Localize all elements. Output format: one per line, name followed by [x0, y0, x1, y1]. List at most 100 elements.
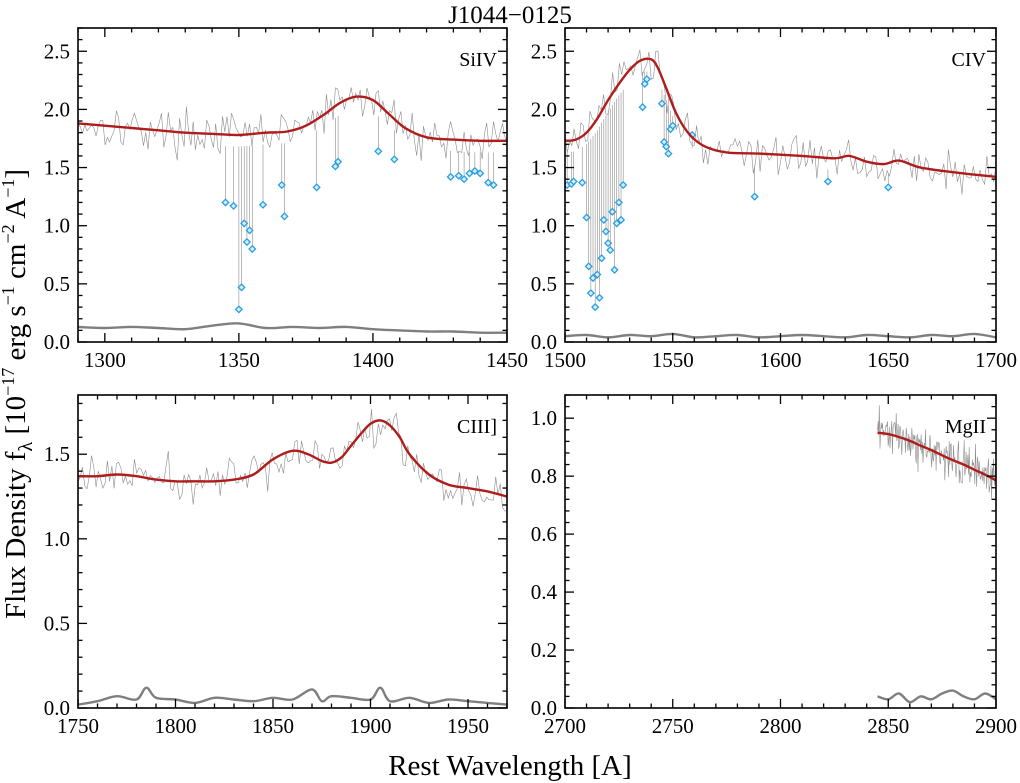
- plot-area: [565, 49, 996, 339]
- x-tick-label: 1950: [447, 714, 489, 738]
- y-tick-label: 1.5: [44, 442, 70, 466]
- panel-line-label: CIII]: [457, 416, 497, 438]
- x-tick-label: 2700: [544, 714, 586, 738]
- masked-point: [390, 155, 399, 164]
- x-tick-label: 2900: [975, 714, 1017, 738]
- masked-point: [619, 180, 628, 190]
- masked-point: [240, 219, 249, 228]
- masked-point: [459, 175, 469, 184]
- figure-title: J1044−0125: [448, 2, 572, 29]
- error-spectrum-line: [877, 689, 996, 704]
- y-tick-label: 1.0: [531, 406, 557, 430]
- masked-point: [312, 183, 321, 192]
- y-tick-label: 0.2: [531, 638, 557, 662]
- y-axis-label: Flux Density fλ [10−17 erg s−1 cm−2 A−1]: [0, 169, 37, 619]
- model-fit-line: [78, 95, 507, 143]
- model-fit-line: [565, 57, 996, 179]
- y-label-bracket: [10: [0, 396, 32, 442]
- x-tick-label: 2750: [652, 714, 694, 738]
- y-label-exp4: −1: [0, 179, 18, 198]
- masked-point: [578, 178, 587, 187]
- masked-point: [280, 212, 289, 221]
- raw-spectrum-line: [78, 408, 507, 512]
- plot-frame: [77, 27, 508, 343]
- y-tick-label: 2.5: [44, 39, 70, 63]
- masked-point: [586, 289, 595, 298]
- plot-area: [78, 87, 507, 334]
- masked-point: [476, 169, 485, 178]
- masked-point: [258, 200, 268, 209]
- x-tick-label: 1500: [544, 348, 586, 372]
- plot-area: [877, 405, 996, 704]
- y-tick-label: 0.0: [44, 696, 70, 720]
- y-label-exp3: −2: [0, 224, 18, 243]
- x-tick-label: 2850: [867, 714, 909, 738]
- y-tick-label: 0.0: [44, 330, 70, 354]
- y-tick-label: 0.0: [531, 696, 557, 720]
- y-tick-label: 1.5: [44, 156, 70, 180]
- masked-point: [664, 149, 673, 158]
- masked-point: [484, 178, 493, 187]
- y-tick-label: 2.0: [44, 97, 70, 121]
- masked-point: [642, 75, 652, 84]
- y-label-exp1: −17: [0, 368, 18, 396]
- masked-point: [606, 246, 615, 255]
- raw-spectrum-line: [565, 49, 996, 195]
- error-spectrum-line: [78, 322, 507, 334]
- x-tick-label: 1300: [84, 348, 126, 372]
- y-tick-label: 0.8: [531, 464, 557, 488]
- model-fit-line: [877, 431, 996, 482]
- masked-point: [610, 265, 619, 275]
- masked-point: [234, 305, 243, 314]
- y-tick-label: 0.6: [531, 522, 557, 546]
- y-tick-label: 0.4: [531, 580, 558, 604]
- panel-ciii: 1750 1800 1850 1900 1950 0.0 0.5 1.0 1.5 CIII]: [44, 394, 508, 738]
- masked-point: [277, 180, 286, 190]
- y-label-main: Flux Density f: [0, 451, 32, 619]
- y-tick-label: 2.0: [531, 97, 557, 121]
- y-label-sub: λ: [15, 441, 37, 451]
- masked-point: [229, 201, 238, 211]
- y-tick-label: 1.5: [531, 156, 557, 180]
- masked-point: [242, 237, 252, 247]
- masked-point: [489, 180, 498, 190]
- masked-point: [374, 147, 383, 156]
- x-tick-label: 1400: [352, 348, 394, 372]
- panel-line-label: SiIV: [459, 49, 497, 71]
- masked-point: [465, 169, 474, 178]
- x-tick-label: 1350: [218, 348, 260, 372]
- x-axis-label: Rest Wavelength [A]: [388, 750, 632, 782]
- masked-point: [221, 198, 230, 207]
- masked-point: [616, 215, 626, 225]
- masked-point: [750, 192, 759, 201]
- masked-point: [823, 177, 833, 186]
- masked-point: [569, 177, 578, 186]
- raw-spectrum-line: [78, 87, 507, 161]
- x-tick-label: 1600: [760, 348, 802, 372]
- y-label-unit2: cm: [0, 243, 32, 286]
- masked-point: [591, 302, 600, 312]
- plot-frame: [77, 394, 508, 709]
- x-tick-label: 1550: [652, 348, 694, 372]
- masked-point: [884, 183, 893, 192]
- y-label-exp2: −1: [0, 286, 18, 305]
- masked-point: [638, 102, 647, 112]
- masked-point: [597, 254, 606, 263]
- panel-mgii: 2700 2750 2800 2850 2900 0.0 0.2 0.4 0.6 0.8 1.0 Mg…: [531, 394, 1017, 738]
- y-label-unit3: A: [0, 198, 32, 225]
- y-tick-label: 1.0: [44, 214, 70, 238]
- y-tick-label: 1.0: [44, 527, 70, 551]
- plot-area: [78, 408, 507, 706]
- panel-line-label: CIV: [952, 49, 987, 71]
- masked-point: [333, 157, 343, 166]
- x-tick-label: 1700: [975, 348, 1017, 372]
- masked-point: [595, 293, 604, 302]
- x-tick-label: 1650: [867, 348, 909, 372]
- plot-frame: [564, 394, 997, 709]
- panel-line-label: MgII: [945, 416, 986, 438]
- y-tick-label: 2.5: [531, 39, 557, 63]
- masked-point: [454, 171, 463, 180]
- masked-point: [237, 283, 246, 292]
- panel-civ: 1500 1550 1600 1650 1700 0.0 0.5 1.0 1.5 2.0 2.5 CI…: [531, 27, 1017, 372]
